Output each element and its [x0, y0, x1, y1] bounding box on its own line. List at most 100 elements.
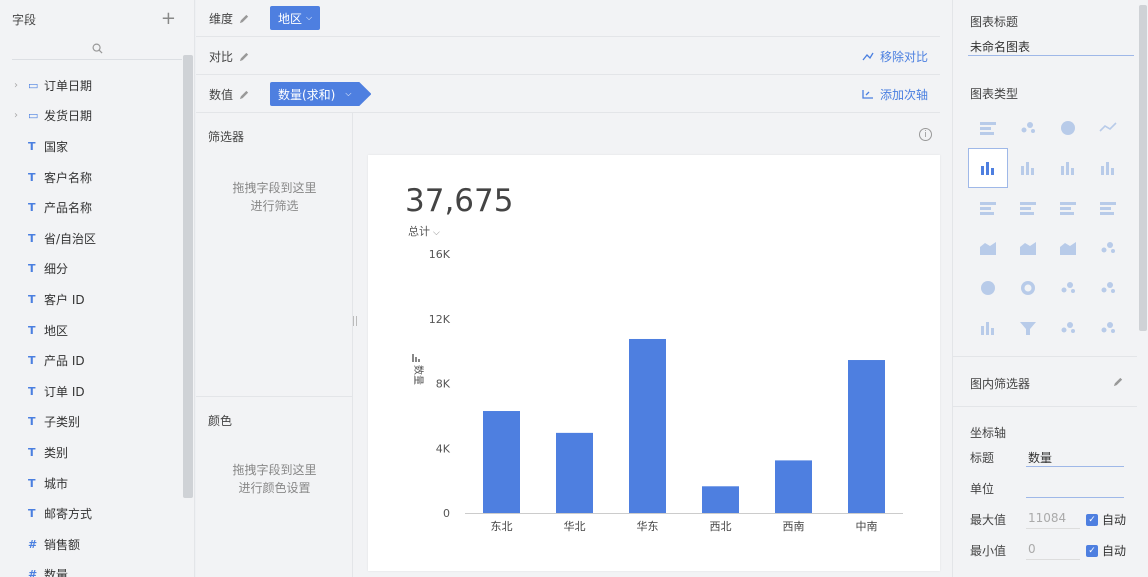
chart-type-word-cloud-icon[interactable]: [1048, 308, 1088, 348]
chart-type-bar-icon[interactable]: [968, 148, 1008, 188]
color-title: 颜色: [208, 414, 233, 428]
field-item[interactable]: T 城市: [0, 468, 182, 499]
settings-scrollbar[interactable]: [1139, 5, 1147, 331]
chart-type-grouped-bar-icon[interactable]: [1088, 148, 1128, 188]
bar[interactable]: [702, 486, 739, 513]
min-input[interactable]: 0: [1028, 542, 1036, 556]
info-icon[interactable]: i: [919, 128, 932, 141]
text-type-icon: T: [28, 201, 36, 215]
chart-type-scatter-icon[interactable]: [1088, 228, 1128, 268]
chart-type-trend-line-icon[interactable]: [1088, 108, 1128, 148]
chart-type-gauge-icon[interactable]: [1048, 108, 1088, 148]
field-item[interactable]: T 客户 ID: [0, 284, 182, 315]
chart-type-kpi-number-icon[interactable]: [1008, 108, 1048, 148]
fields-title: 字段: [12, 12, 37, 27]
min-auto-checkbox[interactable]: ✓ 自动: [1086, 542, 1126, 559]
resize-handle[interactable]: [353, 316, 357, 326]
field-item[interactable]: › ▭ 订单日期: [0, 70, 182, 101]
kpi-value: 37,675: [405, 183, 513, 219]
axis-title-input[interactable]: 数量: [1028, 451, 1053, 465]
chart-type-area-icon[interactable]: [968, 228, 1008, 268]
edit-pencil-icon[interactable]: [239, 51, 250, 62]
field-label: 类别: [44, 445, 69, 460]
field-item[interactable]: T 省/自治区: [0, 223, 182, 254]
axis-section-title: 坐标轴: [970, 426, 1007, 440]
field-item[interactable]: T 地区: [0, 315, 182, 346]
filter-hint-line1: 拖拽字段到这里: [232, 181, 317, 195]
editor-area: 维度 地区 ⌵ 对比 移除对比 数值 数量(求和) ⌵ 添加次轴 筛选器 拖拽字段到…: [196, 0, 952, 577]
field-item[interactable]: T 子类别: [0, 407, 182, 438]
axis-settings-icon[interactable]: [412, 354, 420, 362]
edit-pencil-icon[interactable]: [239, 13, 250, 24]
y-tick-label: 8K: [436, 378, 451, 391]
filter-dropzone[interactable]: 拖拽字段到这里 进行筛选: [196, 179, 353, 215]
max-auto-checkbox[interactable]: ✓ 自动: [1086, 511, 1126, 528]
chart-type-stacked-area-icon[interactable]: [1008, 228, 1048, 268]
chart-type-grid: [968, 108, 1128, 348]
chart-type-stacked-hbar-icon[interactable]: [1008, 188, 1048, 228]
remove-compare-button[interactable]: 移除对比: [862, 48, 928, 65]
text-type-icon: T: [28, 445, 36, 459]
chart-type-kpi-table-icon[interactable]: [968, 108, 1008, 148]
chart-type-funnel-icon[interactable]: [1008, 308, 1048, 348]
chart-type-range-bar-icon[interactable]: [1088, 188, 1128, 228]
bar[interactable]: [483, 411, 520, 513]
calendar-icon: ▭: [28, 78, 39, 92]
x-tick-label: 东北: [491, 520, 513, 533]
chevron-right-icon[interactable]: ›: [14, 79, 18, 91]
chart-type-pie-icon[interactable]: [968, 268, 1008, 308]
divider: [953, 406, 1137, 407]
field-list: › ▭ 订单日期 › ▭ 发货日期 T 国家 T 客户名称 T 产品名称 T 省/自治区 T 细分 T 客户 ID…: [0, 70, 182, 577]
field-item[interactable]: T 客户名称: [0, 162, 182, 193]
divider: [196, 396, 353, 397]
field-item[interactable]: # 销售额: [0, 529, 182, 560]
field-item[interactable]: T 类别: [0, 437, 182, 468]
color-dropzone[interactable]: 拖拽字段到这里 进行颜色设置: [196, 461, 353, 497]
divider: [953, 356, 1137, 357]
x-tick-label: 西北: [710, 520, 732, 533]
chart-title-input[interactable]: 未命名图表: [970, 40, 1031, 54]
axis-icon: [862, 90, 873, 99]
field-item[interactable]: T 细分: [0, 254, 182, 285]
chart-type-percent-bar-icon[interactable]: [1048, 148, 1088, 188]
value-pill[interactable]: 数量(求和) ⌵: [270, 82, 372, 106]
chart-type-radar-icon[interactable]: [1088, 308, 1128, 348]
add-secondary-axis-button[interactable]: 添加次轴: [862, 86, 928, 103]
field-item[interactable]: T 订单 ID: [0, 376, 182, 407]
kpi-label[interactable]: 总计: [408, 224, 430, 238]
x-tick-label: 华东: [637, 519, 659, 533]
max-input[interactable]: 11084: [1028, 511, 1067, 525]
text-type-icon: T: [28, 262, 36, 276]
edit-pencil-icon[interactable]: [1113, 376, 1124, 387]
chart-type-percent-hbar-icon[interactable]: [1048, 188, 1088, 228]
compare-icon: [862, 52, 874, 61]
chart-type-stacked-bar-icon[interactable]: [1008, 148, 1048, 188]
field-item[interactable]: T 国家: [0, 131, 182, 162]
unit-input[interactable]: [1026, 497, 1124, 498]
edit-pencil-icon[interactable]: [239, 89, 250, 100]
field-item[interactable]: T 产品名称: [0, 192, 182, 223]
chart-type-donut-icon[interactable]: [1008, 268, 1048, 308]
chart-type-bubble-icon[interactable]: [1048, 268, 1088, 308]
field-item[interactable]: # 数量: [0, 560, 182, 577]
field-search[interactable]: [12, 38, 182, 60]
chart-type-heatmap-icon[interactable]: [1048, 228, 1088, 268]
add-field-icon[interactable]: +: [160, 8, 176, 29]
chevron-right-icon[interactable]: ›: [14, 110, 18, 122]
chart-type-map-icon[interactable]: [1088, 268, 1128, 308]
bar[interactable]: [848, 360, 885, 513]
chart-type-horizontal-bar-icon[interactable]: [968, 188, 1008, 228]
field-item[interactable]: T 邮寄方式: [0, 498, 182, 529]
chart-type-boxplot-icon[interactable]: [968, 308, 1008, 348]
field-item[interactable]: T 产品 ID: [0, 345, 182, 376]
dimension-shelf: 维度 地区 ⌵: [196, 0, 940, 37]
bar[interactable]: [775, 460, 812, 513]
field-label: 国家: [44, 139, 69, 154]
bar[interactable]: [556, 432, 593, 513]
field-item[interactable]: › ▭ 发货日期: [0, 101, 182, 132]
dimension-pill[interactable]: 地区 ⌵: [270, 6, 321, 30]
fields-scrollbar[interactable]: [183, 55, 193, 498]
y-tick-label: 4K: [436, 442, 451, 455]
bar[interactable]: [629, 338, 666, 513]
y-tick-label: 12K: [429, 313, 451, 326]
